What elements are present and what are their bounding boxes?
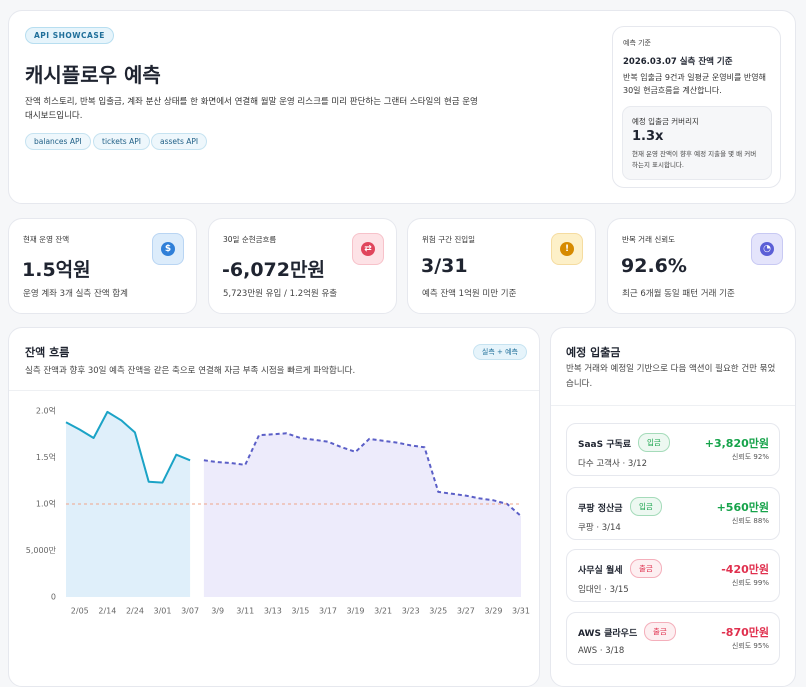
icon-glyph: !: [560, 242, 574, 256]
item-name: 쿠팡 정산금: [578, 504, 623, 514]
page: 캐시플로우 예측 {"header": {"badge": "API SHOWC…: [8, 10, 796, 687]
item-tag: 입금: [630, 497, 662, 516]
coverage-value: 1.3x: [632, 129, 664, 144]
kpi-icon: ◔: [751, 233, 783, 265]
api-chip[interactable]: assets API: [151, 133, 208, 150]
chart-card: 잔액 흐름 실측 + 예측 실측 잔액과 향후 30일 예측 잔액을 같은 축으…: [8, 327, 540, 687]
divider: [9, 390, 539, 391]
coverage-text: 현재 운영 잔액이 향후 예정 지출을 몇 배 커버하는지 표시합니다.: [632, 150, 757, 169]
api-chip[interactable]: balances API: [25, 133, 91, 150]
kpi-icon: !: [551, 233, 583, 265]
upcoming-subtitle: 반복 거래와 예정일 기반으로 다음 액션이 필요한 건만 묶었습니다.: [566, 364, 776, 389]
item-confidence: 신뢰도 92%: [731, 453, 769, 461]
kpi-sub: 예측 잔액 1억원 미만 기준: [422, 289, 517, 299]
icon-glyph: ◔: [760, 242, 774, 256]
basis-text: 반복 입출금 9건과 일평균 운영비를 반영해 30일 현금흐름을 계산합니다.: [623, 73, 766, 95]
coverage-label: 예정 입출금 커버리지: [632, 117, 699, 126]
item-meta: AWS · 3/18: [578, 646, 625, 656]
item-tag: 출금: [630, 559, 662, 578]
item-meta: 쿠팡 · 3/14: [578, 523, 621, 533]
item-name: AWS 클라우드: [578, 629, 638, 639]
chart-title: 잔액 흐름: [25, 346, 70, 359]
item-tag: 출금: [644, 622, 676, 641]
header-card: API SHOWCASE 캐시플로우 예측 잔액 히스토리, 반복 입출금, 계…: [8, 10, 796, 204]
basis-date: 2026.03.07 실측 잔액 기준: [623, 57, 733, 67]
kpi-label: 현재 운영 잔액: [23, 235, 70, 244]
kpi-sub: 5,723만원 유입 / 1.2억원 유출: [223, 289, 338, 299]
api-chip[interactable]: tickets API: [93, 133, 150, 150]
kpi-value: 92.6%: [621, 255, 687, 277]
item-amount: +3,820만원: [704, 437, 769, 450]
body: API SHOWCASE 캐시플로우 예측 잔액 히스토리, 반복 입출금, 계…: [8, 10, 796, 687]
item-amount: +560만원: [716, 501, 769, 514]
kpi-icon: $: [152, 233, 184, 265]
item-amount: -420만원: [721, 563, 769, 576]
kpi-sub: 운영 계좌 3개 실측 잔액 합계: [23, 289, 128, 299]
icon-glyph: $: [161, 242, 175, 256]
item-name: SaaS 구독료: [578, 440, 632, 450]
item-tag: 입금: [638, 433, 670, 452]
kpi-value: 3/31: [421, 255, 468, 277]
kpi-card: 30일 순현금흐름 -6,072만원 5,723만원 유입 / 1.2억원 유출 ⇄: [208, 218, 397, 314]
icon-glyph: ⇄: [361, 242, 375, 256]
divider: [551, 405, 795, 406]
item-confidence: 신뢰도 99%: [731, 579, 769, 587]
kpi-sub: 최근 6개월 동일 패턴 거래 기준: [622, 289, 735, 299]
badge: API SHOWCASE: [25, 27, 114, 44]
basis-label: 예측 기준: [623, 39, 651, 47]
kpi-label: 30일 순현금흐름: [223, 235, 277, 244]
item-amount: -870만원: [721, 626, 769, 639]
chart-badge: 실측 + 예측: [472, 344, 527, 360]
description: 잔액 히스토리, 반복 입출금, 계좌 분산 상태를 한 화면에서 연결해 월말…: [25, 97, 478, 121]
kpi-card: 반복 거래 신뢰도 92.6% 최근 6개월 동일 패턴 거래 기준 ◔: [607, 218, 796, 314]
kpi-value: 1.5억원: [22, 259, 91, 281]
item-meta: 임대인 · 3/15: [578, 585, 629, 595]
item-confidence: 신뢰도 95%: [731, 642, 769, 650]
item-meta: 다수 고객사 · 3/12: [578, 459, 647, 469]
kpi-card: 위험 구간 진입일 3/31 예측 잔액 1억원 미만 기준!: [407, 218, 596, 314]
upcoming-title: 예정 입출금: [566, 346, 621, 359]
chart-subtitle: 실측 잔액과 향후 30일 예측 잔액을 같은 축으로 연결해 자금 부족 시점…: [25, 366, 356, 376]
kpi-label: 반복 거래 신뢰도: [622, 235, 676, 244]
basis-card: 예측 기준 2026.03.07 실측 잔액 기준 반복 입출금 9건과 일평균…: [612, 26, 781, 188]
kpi-icon: ⇄: [352, 233, 384, 265]
page-title: 캐시플로우 예측: [25, 63, 161, 87]
item-confidence: 신뢰도 88%: [731, 517, 769, 525]
item-name: 사무실 월세: [578, 566, 623, 576]
upcoming-card: 예정 입출금 반복 거래와 예정일 기반으로 다음 액션이 필요한 건만 묶었습…: [550, 327, 796, 687]
coverage-box: 예정 입출금 커버리지 1.3x 현재 운영 잔액이 향후 예정 지출을 몇 배…: [622, 106, 772, 180]
kpi-value: -6,072만원: [222, 259, 325, 281]
kpi-label: 위험 구간 진입일: [422, 235, 476, 244]
